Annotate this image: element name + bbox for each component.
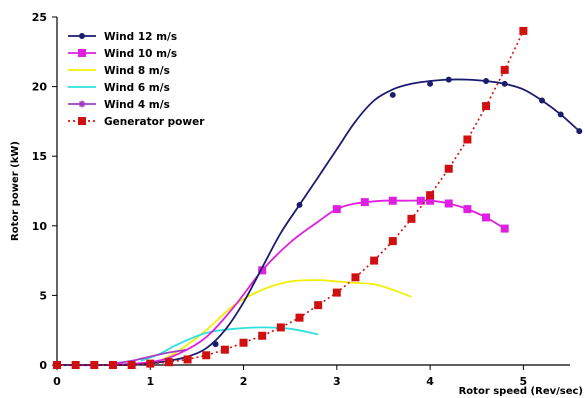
series-line: [57, 30, 525, 366]
legend-label: Wind 12 m/s: [104, 31, 177, 43]
data-point: [500, 224, 509, 233]
legend: Wind 12 m/s Wind 10 m/s Wind 8 m/s Wind 6 m…: [68, 31, 205, 128]
series-generator-power: [53, 26, 528, 369]
series-line: [57, 78, 580, 366]
data-point: [416, 196, 425, 205]
y-tick-label: 15: [32, 150, 47, 163]
data-point: [220, 345, 229, 354]
data-point: [501, 80, 508, 87]
legend-item-wind-6-m-s: Wind 6 m/s: [68, 82, 170, 94]
y-axis-title: Rotor power (kW): [10, 141, 21, 241]
data-point: [463, 205, 472, 214]
data-point: [482, 102, 491, 111]
data-point: [127, 361, 136, 369]
data-point: [539, 97, 545, 104]
legend-swatch-marker: [78, 49, 86, 57]
legend-swatch-marker: [78, 100, 86, 108]
data-point: [360, 198, 369, 207]
data-point: [482, 213, 491, 222]
x-tick-label: 1: [146, 375, 154, 388]
data-point: [388, 196, 397, 205]
x-axis-title: Rotor speed (Rev/sec): [459, 386, 583, 397]
legend-label: Wind 4 m/s: [104, 99, 170, 111]
legend-label: Wind 8 m/s: [104, 65, 170, 77]
y-tick-label: 25: [32, 11, 47, 24]
data-point: [108, 361, 117, 369]
x-tick-label: 4: [426, 375, 434, 388]
legend-swatch-marker: [79, 33, 85, 39]
y-tick-label: 0: [39, 359, 47, 372]
series-line: [159, 279, 412, 362]
data-point: [295, 313, 304, 322]
data-point: [426, 191, 435, 200]
data-point: [212, 341, 219, 348]
legend-swatch-marker: [78, 117, 86, 125]
data-point: [276, 323, 285, 332]
data-point: [483, 78, 490, 85]
series-line: [140, 326, 319, 362]
data-point: [258, 266, 267, 275]
x-tick-label: 0: [53, 375, 61, 388]
data-point: [388, 237, 397, 246]
x-tick-label: 5: [520, 375, 528, 388]
series-wind-8-m-s: [159, 279, 412, 362]
series-wind-4-m-s: [112, 348, 188, 365]
data-point: [146, 359, 155, 368]
y-tick-label: 5: [39, 289, 47, 302]
data-point: [239, 338, 248, 347]
x-tick-label: 2: [240, 375, 248, 388]
data-point: [444, 199, 453, 208]
legend-item-wind-10-m-s: Wind 10 m/s: [68, 48, 177, 60]
data-point: [202, 351, 211, 360]
data-point: [500, 65, 509, 74]
legend-item-wind-12-m-s: Wind 12 m/s: [68, 31, 177, 43]
legend-item-wind-4-m-s: Wind 4 m/s: [68, 99, 170, 111]
data-point: [296, 201, 303, 208]
data-point: [164, 358, 173, 367]
series-wind-10-m-s: [56, 196, 509, 367]
data-point: [427, 80, 434, 87]
legend-item-generator-power: Generator power: [68, 116, 205, 128]
data-point: [426, 196, 435, 205]
series-wind-6-m-s: [140, 326, 319, 362]
series-layer: [53, 26, 583, 369]
legend-item-wind-8-m-s: Wind 8 m/s: [68, 65, 170, 77]
data-point: [332, 288, 341, 297]
data-point: [90, 361, 99, 369]
data-point: [445, 76, 452, 83]
data-point: [370, 256, 379, 265]
data-point: [444, 164, 453, 173]
data-point: [332, 205, 341, 214]
y-tick-label: 20: [32, 81, 48, 94]
data-point: [314, 301, 323, 310]
data-point: [183, 355, 192, 364]
data-point: [463, 135, 472, 144]
data-point: [557, 111, 564, 118]
legend-label: Wind 10 m/s: [104, 48, 177, 60]
data-point: [389, 91, 396, 98]
data-point: [351, 273, 360, 282]
legend-label: Generator power: [104, 116, 205, 128]
x-tick-label: 3: [333, 375, 341, 388]
data-point: [407, 214, 416, 223]
legend-label: Wind 6 m/s: [104, 82, 170, 94]
data-point: [53, 361, 61, 369]
data-point: [71, 361, 80, 369]
series-line: [112, 348, 188, 365]
y-tick-label: 10: [32, 220, 48, 233]
data-point: [576, 128, 583, 135]
data-point: [258, 331, 267, 340]
data-point: [519, 26, 528, 35]
